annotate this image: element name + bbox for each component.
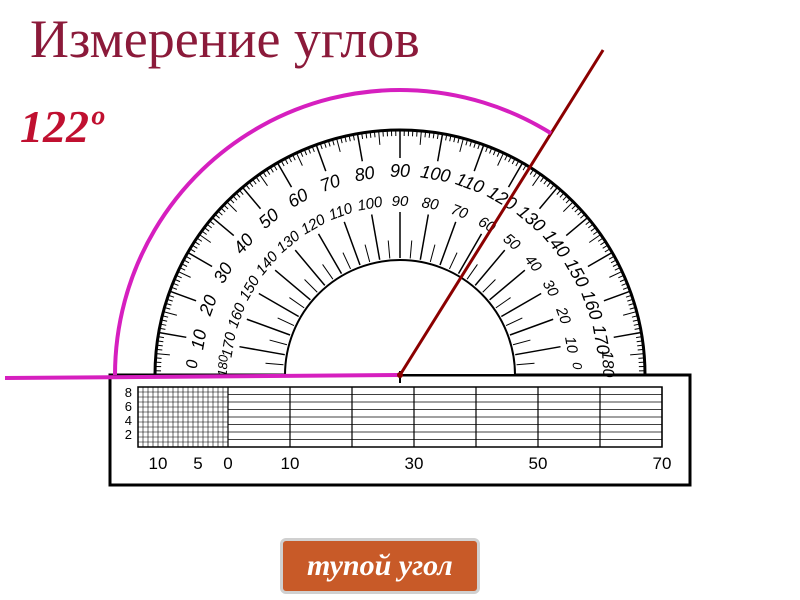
svg-text:5: 5 [193, 454, 202, 473]
svg-text:0: 0 [223, 454, 232, 473]
svg-text:2: 2 [125, 427, 132, 442]
svg-text:120: 120 [298, 211, 329, 239]
svg-text:90: 90 [390, 161, 410, 181]
svg-text:20: 20 [552, 304, 574, 327]
svg-text:100: 100 [356, 193, 384, 214]
svg-text:50: 50 [255, 204, 283, 232]
svg-text:10: 10 [149, 454, 168, 473]
svg-text:6: 6 [125, 399, 132, 414]
svg-text:160: 160 [577, 288, 606, 323]
protractor-diagram: 1020304050607080901001101201301401501601… [0, 0, 800, 600]
svg-text:130: 130 [513, 201, 549, 236]
svg-text:80: 80 [353, 162, 376, 185]
svg-text:8: 8 [125, 385, 132, 400]
svg-text:40: 40 [229, 230, 257, 258]
svg-text:70: 70 [449, 201, 471, 223]
svg-text:30: 30 [539, 277, 562, 301]
svg-text:70: 70 [317, 170, 343, 196]
svg-text:90: 90 [392, 193, 409, 210]
svg-text:50: 50 [529, 454, 548, 473]
svg-text:40: 40 [521, 252, 545, 276]
svg-text:180: 180 [598, 350, 616, 378]
svg-text:170: 170 [219, 330, 240, 358]
svg-text:130: 130 [273, 227, 304, 257]
svg-text:180: 180 [215, 354, 231, 377]
svg-text:70: 70 [653, 454, 672, 473]
svg-text:150: 150 [236, 273, 264, 304]
svg-text:0: 0 [184, 359, 201, 369]
svg-text:110: 110 [327, 200, 356, 224]
svg-text:80: 80 [420, 194, 440, 214]
angle-type-badge: тупой угол [280, 538, 480, 594]
svg-text:60: 60 [284, 184, 311, 211]
svg-text:30: 30 [405, 454, 424, 473]
svg-text:10: 10 [187, 328, 210, 351]
svg-text:30: 30 [209, 259, 236, 286]
svg-text:4: 4 [125, 413, 132, 428]
svg-text:20: 20 [195, 292, 221, 319]
svg-text:150: 150 [561, 255, 593, 291]
svg-text:10: 10 [281, 454, 300, 473]
svg-text:140: 140 [253, 248, 283, 279]
svg-text:140: 140 [539, 226, 574, 262]
svg-text:100: 100 [419, 161, 452, 186]
svg-text:10: 10 [561, 335, 581, 355]
svg-text:0: 0 [570, 362, 585, 371]
svg-text:160: 160 [225, 300, 250, 330]
svg-text:110: 110 [453, 169, 487, 198]
